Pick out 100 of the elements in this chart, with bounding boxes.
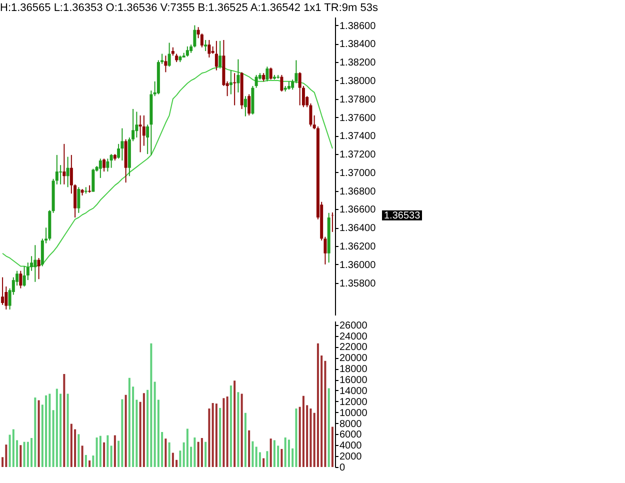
- bar: [23, 442, 26, 467]
- candlestick: [330, 212, 334, 232]
- y-tick-label: 12000: [340, 396, 368, 408]
- bar: [208, 408, 210, 467]
- candlestick: [34, 244, 37, 282]
- bar: [142, 393, 145, 467]
- y-tick-label: 1.36400: [340, 223, 376, 234]
- bar: [150, 343, 152, 467]
- bar: [103, 442, 106, 467]
- bar: [114, 435, 116, 467]
- bar: [331, 426, 334, 467]
- bar: [168, 442, 170, 467]
- candlestick: [244, 96, 247, 117]
- candlestick: [106, 158, 110, 172]
- bar: [66, 394, 69, 467]
- y-tick-label: 10000: [340, 408, 368, 419]
- y-tick-label: 1.37600: [340, 112, 376, 124]
- bar: [12, 429, 14, 467]
- bar: [194, 437, 196, 467]
- y-tick-label: 2000: [340, 452, 362, 463]
- candlestick: [110, 154, 113, 168]
- y-tick-label: 20000: [340, 353, 368, 364]
- candlestick: [218, 40, 222, 70]
- candlestick: [1, 276, 4, 306]
- candlestick: [269, 67, 272, 80]
- bar: [252, 441, 254, 467]
- candlestick: [102, 158, 106, 172]
- bar: [284, 437, 286, 467]
- y-tick-label: 16000: [340, 375, 368, 386]
- y-tick-label: 1.37400: [340, 131, 376, 142]
- bar: [219, 408, 222, 467]
- y-tick-label: 1.35800: [340, 278, 376, 290]
- bar: [302, 396, 304, 467]
- y-tick-label: 14000: [340, 386, 368, 397]
- candlestick: [248, 94, 251, 116]
- bar: [234, 380, 236, 467]
- y-tick-label: 1.36600: [340, 204, 376, 216]
- bar: [124, 394, 127, 467]
- candlestick: [214, 40, 218, 71]
- candlestick: [164, 55, 168, 73]
- bar: [240, 394, 243, 467]
- bar: [48, 394, 51, 467]
- candlestick: [186, 46, 189, 58]
- bar: [215, 404, 218, 467]
- bar: [226, 396, 228, 467]
- y-tick-label: 1.36800: [340, 186, 376, 198]
- bar: [56, 388, 58, 467]
- bar: [328, 388, 330, 467]
- candlestick: [229, 70, 232, 95]
- y-tick-label: 1.37800: [340, 94, 376, 106]
- y-tick-label: 1.38200: [340, 58, 376, 69]
- bar: [270, 438, 272, 467]
- y-tick-label: 6000: [340, 430, 362, 441]
- y-tick-label: 1.36200: [340, 242, 376, 253]
- bar: [200, 438, 203, 467]
- y-tick-label: 1.38600: [340, 20, 376, 32]
- y-tick-label: 1.38400: [340, 39, 376, 50]
- y-tick-label: 1.37200: [340, 150, 376, 161]
- bar: [5, 444, 8, 467]
- bar: [88, 460, 91, 467]
- bar: [262, 458, 265, 467]
- candlestick: [168, 42, 171, 68]
- y-tick-label: 4000: [340, 440, 362, 452]
- y-tick-label: 0: [340, 462, 346, 474]
- candlestick: [266, 66, 269, 82]
- bar: [154, 382, 156, 467]
- bar: [179, 450, 182, 467]
- bar: [310, 408, 312, 467]
- bar: [172, 452, 174, 467]
- candlestick: [135, 111, 138, 138]
- candlestick: [236, 58, 240, 93]
- candlestick: [280, 74, 284, 92]
- bar: [26, 442, 29, 467]
- y-tick-label: 24000: [340, 331, 368, 342]
- bar: [34, 398, 36, 467]
- candlestick: [66, 156, 70, 188]
- bar: [186, 428, 188, 467]
- candlestick: [254, 74, 258, 88]
- bar: [81, 446, 84, 467]
- bar: [84, 454, 87, 467]
- candlestick: [77, 186, 80, 214]
- bar: [248, 430, 250, 467]
- candlestick: [62, 143, 66, 185]
- y-tick-label: 1.36000: [340, 260, 376, 271]
- bar: [280, 448, 283, 467]
- candlestick: [92, 168, 95, 192]
- bar: [63, 374, 66, 467]
- bar: [295, 408, 298, 467]
- y-tick-label: 1.37000: [340, 168, 376, 179]
- y-tick-label: 26000: [340, 320, 368, 332]
- bar: [164, 438, 167, 467]
- bar: [244, 412, 246, 467]
- bar: [316, 343, 319, 467]
- bar: [197, 442, 200, 467]
- y-tick-label: 1.38000: [340, 76, 376, 87]
- bar: [288, 440, 290, 467]
- bar: [20, 445, 22, 467]
- bar: [110, 446, 112, 467]
- bar: [128, 378, 130, 467]
- candlestick: [37, 257, 40, 280]
